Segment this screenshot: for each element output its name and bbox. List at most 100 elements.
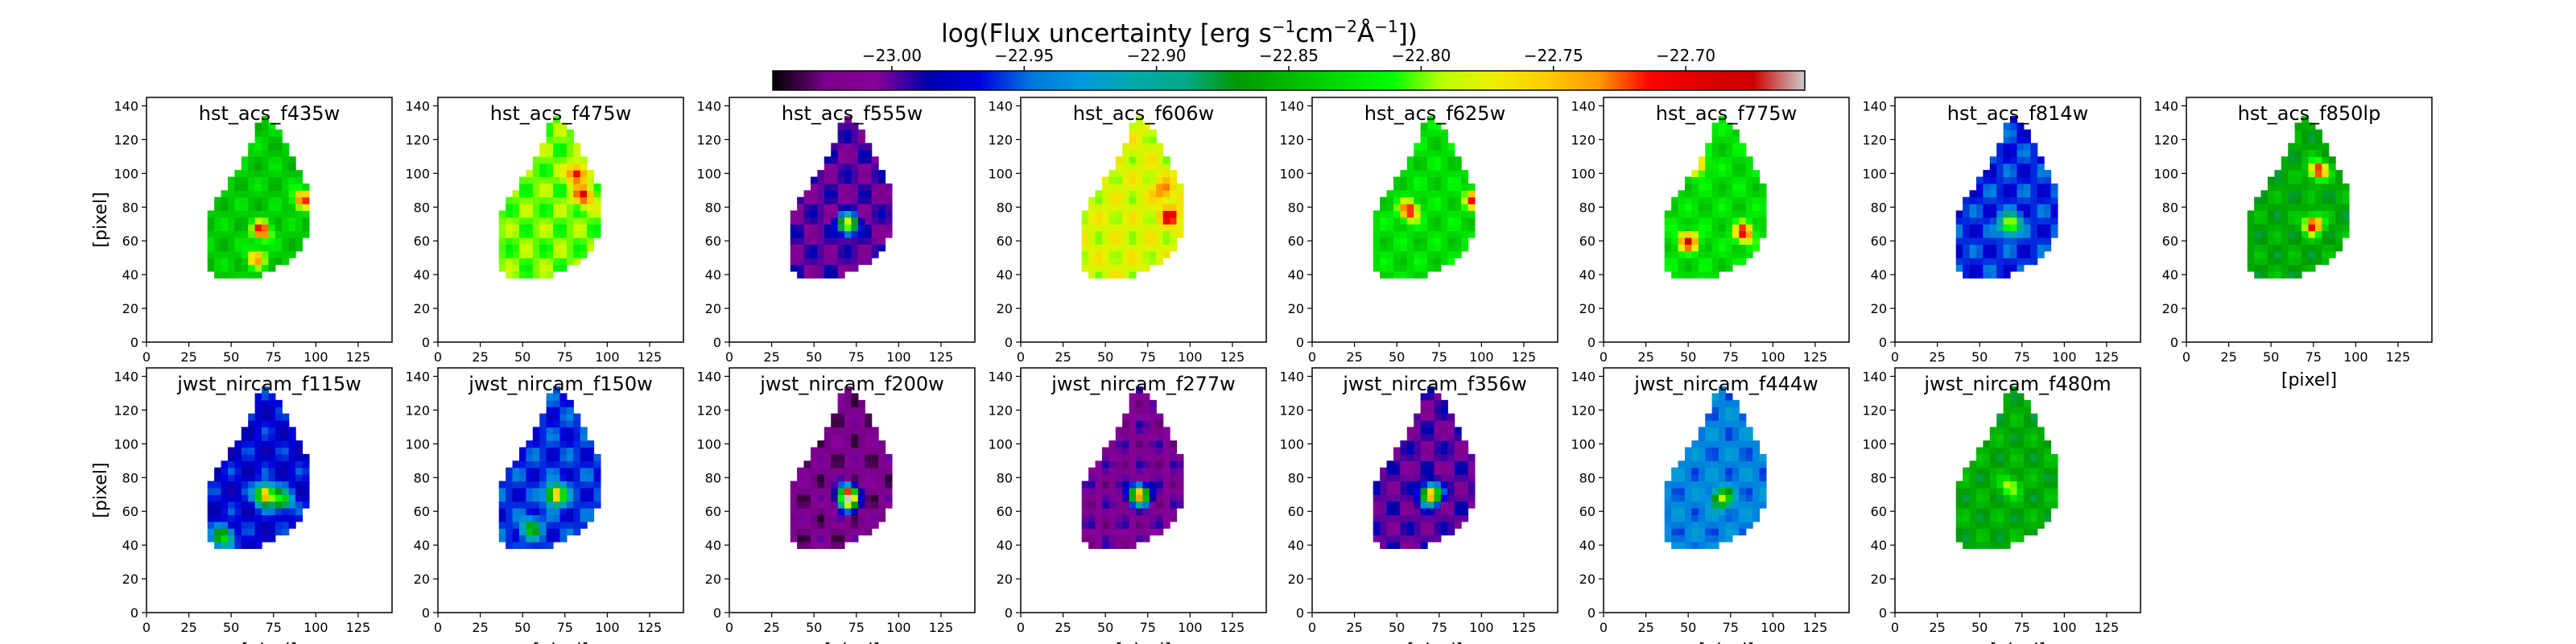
heatmap-cell <box>1108 183 1117 191</box>
heatmap-cell <box>275 224 283 232</box>
heatmap-cell <box>1711 237 1719 245</box>
heatmap-cell <box>2037 481 2045 489</box>
heatmap-cell <box>573 413 581 421</box>
heatmap-cell <box>1136 183 1144 191</box>
heatmap-cell <box>559 528 568 536</box>
heatmap-cell <box>824 447 832 455</box>
heatmap-cell <box>1678 541 1686 549</box>
heatmap-cell <box>1989 170 1997 178</box>
heatmap-cell <box>526 494 534 502</box>
heatmap-cell <box>2030 447 2038 455</box>
heatmap-cell <box>2010 481 2018 489</box>
heatmap-cell <box>546 250 554 258</box>
heatmap-cell <box>878 447 886 455</box>
heatmap-cell <box>1095 264 1103 272</box>
heatmap-cell <box>824 270 832 279</box>
heatmap-cell <box>559 170 568 178</box>
x-tick-label: 25 <box>1637 349 1653 365</box>
heatmap-cell <box>2314 237 2322 245</box>
heatmap-cell <box>1162 170 1170 178</box>
heatmap-cell <box>1963 250 1971 258</box>
heatmap-cell <box>1380 474 1388 482</box>
heatmap-cell <box>275 163 283 171</box>
heatmap-cell <box>288 440 296 448</box>
heatmap-cell <box>1671 467 1679 475</box>
heatmap-cell <box>2294 122 2302 130</box>
heatmap-cell <box>1400 474 1408 482</box>
heatmap-cell <box>1081 481 1089 489</box>
heatmap-cell <box>1711 474 1719 482</box>
heatmap-cell <box>1414 237 1422 245</box>
heatmap-cell <box>241 258 249 266</box>
heatmap-cell <box>1149 230 1157 238</box>
heatmap-cell <box>1996 264 2004 272</box>
heatmap-cell <box>512 210 520 218</box>
heatmap-cell <box>1406 481 1414 489</box>
heatmap-cell <box>1752 460 1761 469</box>
heatmap-cell <box>1678 535 1686 543</box>
heatmap-cell <box>1739 413 1747 421</box>
heatmap-cell <box>1149 501 1157 509</box>
heatmap-cell <box>1176 487 1184 495</box>
heatmap-cell <box>248 204 256 212</box>
x-tick-label: 50 <box>1389 349 1405 365</box>
heatmap-cell <box>2294 217 2302 225</box>
heatmap-cell <box>2010 399 2018 407</box>
heatmap-cell <box>1732 453 1740 461</box>
heatmap-cell <box>518 447 526 455</box>
heatmap-cell <box>810 514 818 522</box>
heatmap-cell <box>1176 183 1184 191</box>
heatmap-cell <box>1115 196 1123 204</box>
heatmap-cell <box>871 183 879 191</box>
heatmap-cell <box>282 244 290 252</box>
axes-frame <box>1311 367 1558 613</box>
heatmap-cell <box>1983 264 1991 272</box>
heatmap-cell <box>1170 460 1178 469</box>
heatmap-cell <box>1373 264 1381 272</box>
heatmap-cell <box>1739 508 1747 515</box>
heatmap-cell <box>539 541 547 549</box>
heatmap-cell <box>1671 541 1679 549</box>
heatmap-cell <box>546 176 554 184</box>
heatmap-cell <box>221 487 229 495</box>
heatmap-cell <box>580 453 588 461</box>
heatmap-cell <box>1136 190 1144 198</box>
heatmap-cell <box>2288 190 2296 198</box>
heatmap-cell <box>2044 237 2052 245</box>
heatmap-cell <box>559 244 568 252</box>
heatmap-cell <box>262 535 270 543</box>
panel-title: hst_acs_f606w <box>1073 102 1214 125</box>
heatmap-cell <box>1725 176 1733 184</box>
heatmap-cell <box>1393 183 1401 191</box>
heatmap-cell <box>824 237 832 245</box>
heatmap-cell <box>1400 264 1408 272</box>
heatmap-cell <box>2030 521 2038 529</box>
heatmap-cell <box>1671 196 1679 204</box>
heatmap-cell <box>1400 494 1408 502</box>
heatmap-cell <box>1983 440 1991 448</box>
heatmap-cell <box>2322 170 2330 178</box>
heatmap-cell <box>268 122 276 130</box>
heatmap-cell <box>1176 224 1184 232</box>
x-tick-label: 50 <box>1680 620 1696 635</box>
heatmap-cell <box>1983 460 1991 469</box>
heatmap-cell <box>241 447 249 455</box>
heatmap-cell <box>2023 447 2031 455</box>
heatmap-cell <box>518 514 526 522</box>
heatmap-cell <box>797 258 805 266</box>
heatmap-cell <box>1996 190 2004 198</box>
heatmap-cell <box>865 204 873 212</box>
heatmap-cell <box>1705 453 1713 461</box>
heatmap-cell <box>262 149 270 157</box>
x-tick-label: 25 <box>1929 620 1945 635</box>
heatmap-cell <box>1725 419 1733 427</box>
heatmap-cell <box>797 210 805 218</box>
x-tick-label: 50 <box>1971 620 1988 635</box>
heatmap-cell <box>1122 413 1130 421</box>
heatmap-cell <box>1454 521 1462 529</box>
heatmap-cell <box>2050 467 2058 475</box>
heatmap-cell <box>1136 217 1144 225</box>
heatmap-cell <box>1969 270 1977 279</box>
heatmap-cell <box>1434 393 1442 401</box>
